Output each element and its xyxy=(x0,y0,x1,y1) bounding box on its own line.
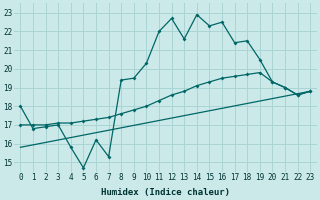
X-axis label: Humidex (Indice chaleur): Humidex (Indice chaleur) xyxy=(101,188,230,197)
